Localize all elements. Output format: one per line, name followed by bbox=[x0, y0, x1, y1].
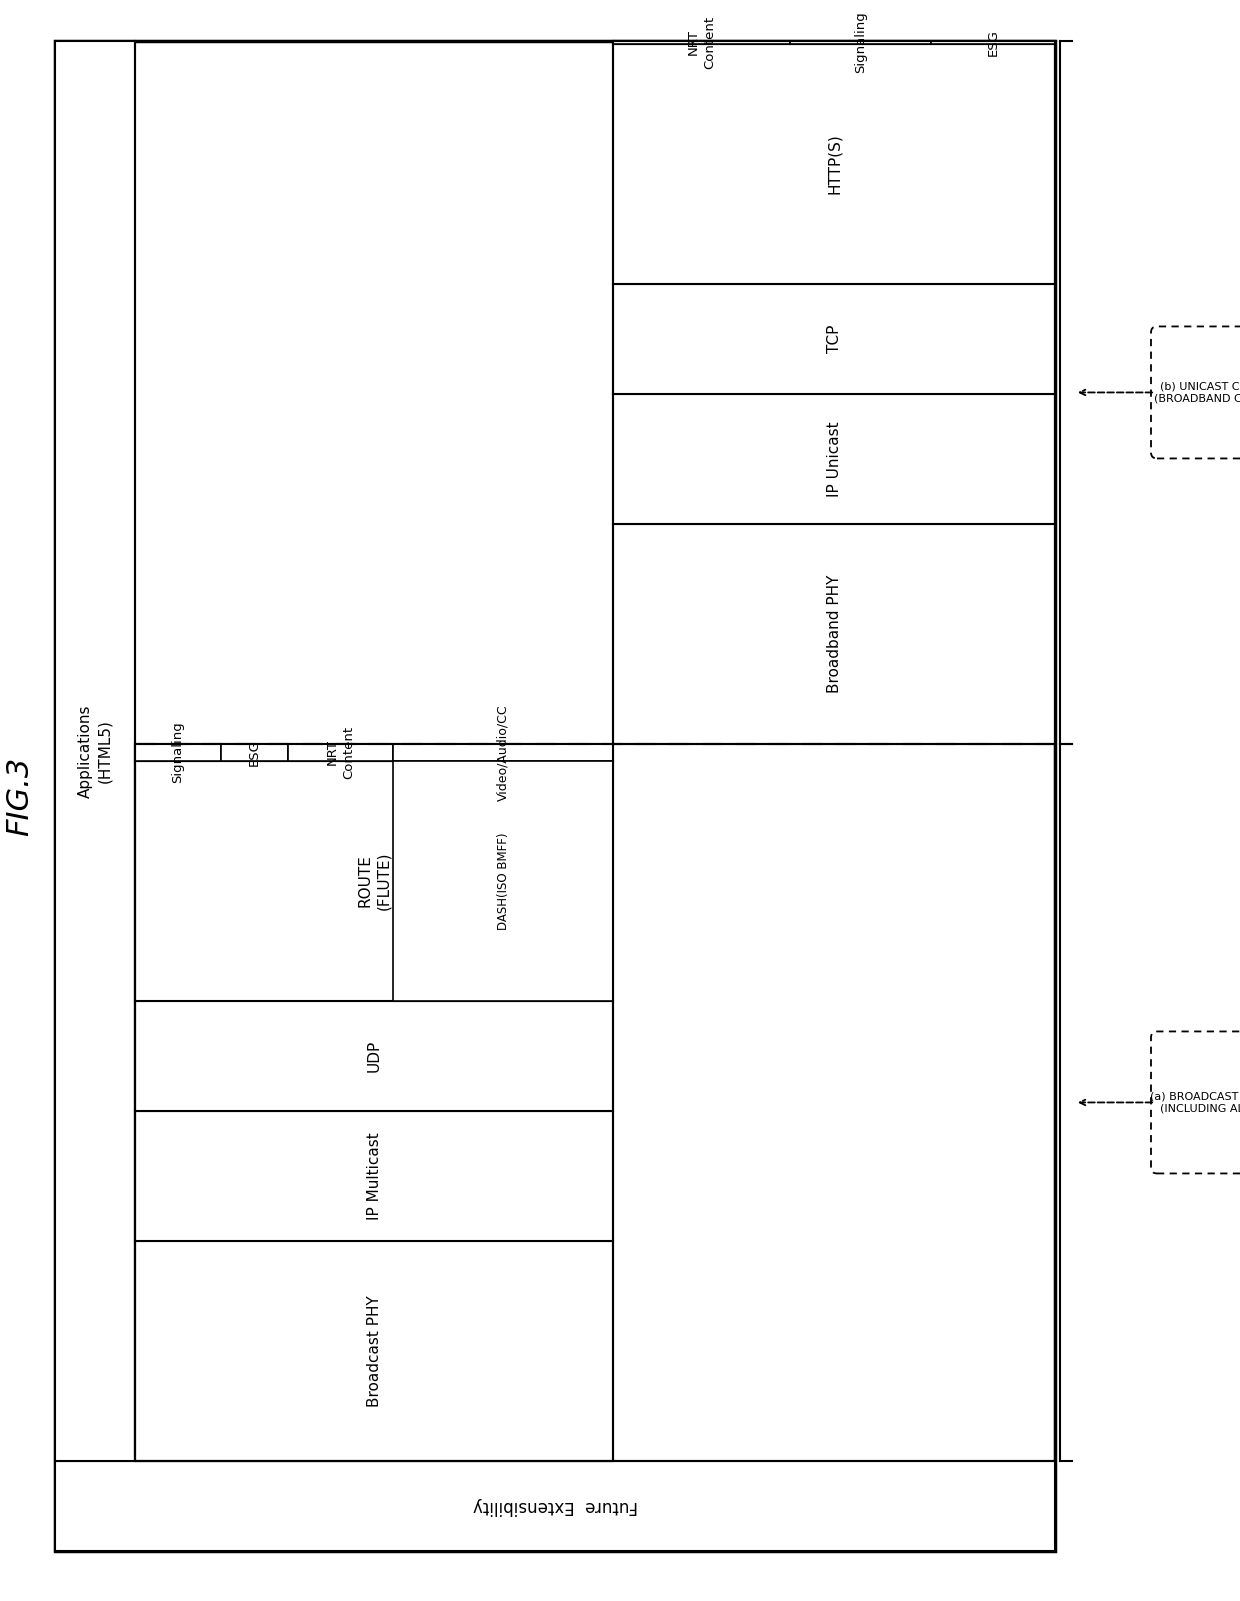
Bar bbox=[221, 744, 288, 760]
Text: IP Unicast: IP Unicast bbox=[827, 421, 842, 496]
Bar bbox=[614, 394, 1055, 524]
Text: TCP: TCP bbox=[827, 325, 842, 354]
Text: (a) BROADCAST COMMUNICATION
(INCLUDING ALSO MULTICAST): (a) BROADCAST COMMUNICATION (INCLUDING A… bbox=[1149, 1092, 1240, 1114]
Text: Signaling: Signaling bbox=[171, 722, 185, 783]
Bar bbox=[614, 43, 1055, 283]
Bar bbox=[614, 283, 1055, 394]
Text: Video/Audio/CC: Video/Audio/CC bbox=[497, 704, 510, 800]
Bar bbox=[135, 760, 614, 1001]
Text: Applications
(HTML5): Applications (HTML5) bbox=[78, 704, 112, 797]
Bar bbox=[393, 744, 614, 760]
Text: Signaling: Signaling bbox=[854, 11, 867, 74]
Text: FIG.3: FIG.3 bbox=[5, 756, 35, 836]
Bar bbox=[614, 42, 1055, 43]
Bar bbox=[55, 42, 135, 1462]
FancyBboxPatch shape bbox=[1151, 1031, 1240, 1174]
Text: ESG: ESG bbox=[987, 29, 999, 56]
Text: ESG: ESG bbox=[248, 740, 262, 765]
Bar bbox=[790, 42, 931, 43]
Bar bbox=[55, 42, 1055, 1551]
Bar bbox=[614, 42, 790, 43]
Bar bbox=[288, 744, 393, 760]
Text: NRT
Content: NRT Content bbox=[326, 725, 355, 780]
Text: UDP: UDP bbox=[367, 1041, 382, 1073]
Bar bbox=[614, 42, 1055, 744]
Text: Broadcast PHY: Broadcast PHY bbox=[367, 1295, 382, 1407]
Bar bbox=[135, 42, 1055, 1462]
Bar bbox=[135, 744, 614, 1462]
Text: (b) UNICAST COMMUNICATION
(BROADBAND COMMUNICATION): (b) UNICAST COMMUNICATION (BROADBAND COM… bbox=[1153, 381, 1240, 403]
Bar bbox=[135, 1001, 614, 1111]
Bar bbox=[135, 1241, 614, 1462]
Bar bbox=[55, 1462, 1055, 1551]
Text: IP Multicast: IP Multicast bbox=[367, 1132, 382, 1220]
Bar bbox=[614, 524, 1055, 744]
Text: HTTP(S): HTTP(S) bbox=[827, 133, 842, 194]
Text: ROUTE
(FLUTE): ROUTE (FLUTE) bbox=[357, 852, 391, 911]
Text: DASH(ISO BMFF): DASH(ISO BMFF) bbox=[497, 833, 510, 930]
Bar bbox=[393, 760, 614, 1001]
Bar bbox=[135, 1111, 614, 1241]
Text: Broadband PHY: Broadband PHY bbox=[827, 575, 842, 693]
Bar bbox=[135, 744, 221, 760]
FancyBboxPatch shape bbox=[1151, 327, 1240, 458]
Text: Future  Extensibility: Future Extensibility bbox=[472, 1497, 637, 1515]
Text: NRT
Content: NRT Content bbox=[687, 16, 717, 69]
Bar bbox=[931, 42, 1055, 43]
Bar bbox=[135, 744, 614, 760]
